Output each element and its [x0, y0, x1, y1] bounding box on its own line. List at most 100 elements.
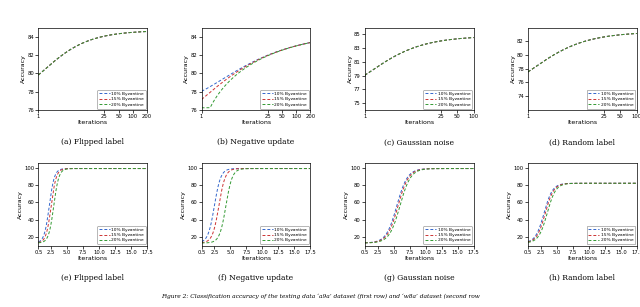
10% Byzantine	[250, 60, 257, 64]
10% Byzantine	[124, 167, 131, 170]
15% Byzantine	[198, 241, 205, 244]
Line: 20% Byzantine: 20% Byzantine	[202, 169, 310, 243]
Title: (a) Flipped label: (a) Flipped label	[61, 138, 124, 146]
20% Byzantine	[141, 167, 149, 170]
20% Byzantine	[524, 70, 532, 74]
15% Byzantine	[307, 167, 314, 170]
15% Byzantine	[86, 38, 94, 42]
20% Byzantine	[250, 61, 257, 65]
Line: 20% Byzantine: 20% Byzantine	[202, 43, 310, 108]
X-axis label: Iterations: Iterations	[404, 120, 435, 126]
15% Byzantine	[420, 167, 428, 171]
15% Byzantine	[613, 33, 621, 37]
15% Byzantine	[87, 167, 95, 170]
20% Byzantine	[576, 181, 584, 185]
20% Byzantine	[467, 167, 475, 170]
15% Byzantine	[141, 30, 148, 33]
20% Byzantine	[450, 37, 458, 41]
20% Byzantine	[250, 167, 257, 170]
20% Byzantine	[262, 167, 270, 170]
15% Byzantine	[124, 167, 131, 170]
15% Byzantine	[630, 181, 638, 185]
10% Byzantine	[250, 60, 258, 63]
Y-axis label: Accuracy: Accuracy	[21, 54, 26, 83]
15% Byzantine	[93, 36, 101, 40]
Line: 10% Byzantine: 10% Byzantine	[202, 169, 310, 242]
15% Byzantine	[307, 41, 314, 45]
10% Byzantine	[198, 240, 205, 243]
10% Byzantine	[287, 167, 294, 170]
10% Byzantine	[426, 41, 433, 45]
15% Byzantine	[143, 167, 151, 170]
10% Byzantine	[524, 70, 532, 74]
Line: 20% Byzantine: 20% Byzantine	[38, 169, 147, 243]
Line: 15% Byzantine: 15% Byzantine	[365, 169, 474, 243]
15% Byzantine	[124, 31, 131, 35]
10% Byzantine	[583, 39, 591, 43]
20% Byzantine	[287, 167, 294, 170]
15% Byzantine	[413, 45, 421, 49]
10% Byzantine	[413, 45, 421, 49]
10% Byzantine	[124, 31, 131, 35]
15% Byzantine	[141, 167, 148, 170]
20% Byzantine	[577, 41, 584, 45]
Y-axis label: Accuracy: Accuracy	[181, 190, 186, 219]
10% Byzantine	[86, 38, 94, 42]
Line: 10% Byzantine: 10% Byzantine	[365, 169, 474, 243]
Y-axis label: Accuracy: Accuracy	[511, 54, 516, 83]
20% Byzantine	[413, 45, 420, 49]
15% Byzantine	[589, 181, 596, 185]
20% Byzantine	[86, 38, 94, 42]
10% Byzantine	[450, 37, 458, 41]
15% Byzantine	[577, 181, 584, 185]
15% Byzantine	[141, 167, 149, 170]
10% Byzantine	[589, 37, 596, 41]
15% Byzantine	[304, 167, 312, 170]
15% Byzantine	[467, 36, 475, 40]
20% Byzantine	[630, 181, 638, 185]
10% Byzantine	[287, 45, 294, 49]
15% Byzantine	[583, 181, 591, 185]
20% Byzantine	[93, 167, 101, 170]
20% Byzantine	[198, 241, 205, 245]
10% Byzantine	[413, 45, 420, 49]
20% Byzantine	[257, 167, 264, 170]
15% Byzantine	[250, 60, 258, 64]
15% Byzantine	[413, 169, 421, 173]
10% Byzantine	[141, 30, 148, 33]
15% Byzantine	[583, 39, 591, 43]
20% Byzantine	[124, 31, 131, 35]
20% Byzantine	[576, 41, 584, 45]
15% Byzantine	[450, 167, 458, 170]
20% Byzantine	[420, 43, 428, 46]
10% Byzantine	[633, 32, 640, 35]
10% Byzantine	[93, 36, 101, 40]
20% Byzantine	[470, 167, 477, 170]
15% Byzantine	[633, 181, 640, 185]
20% Byzantine	[589, 181, 596, 185]
20% Byzantine	[467, 36, 475, 40]
15% Byzantine	[262, 167, 270, 170]
X-axis label: Iterations: Iterations	[241, 120, 271, 126]
15% Byzantine	[87, 38, 95, 42]
20% Byzantine	[577, 181, 584, 185]
15% Byzantine	[589, 37, 596, 41]
20% Byzantine	[143, 30, 151, 33]
20% Byzantine	[426, 167, 433, 171]
Line: 15% Byzantine: 15% Byzantine	[38, 32, 147, 75]
10% Byzantine	[467, 36, 475, 40]
10% Byzantine	[140, 167, 147, 170]
10% Byzantine	[307, 167, 314, 170]
10% Byzantine	[141, 167, 148, 170]
20% Byzantine	[35, 73, 42, 77]
15% Byzantine	[35, 73, 42, 77]
20% Byzantine	[124, 167, 131, 170]
15% Byzantine	[250, 167, 257, 170]
Line: 20% Byzantine: 20% Byzantine	[528, 33, 637, 72]
Line: 15% Byzantine: 15% Byzantine	[38, 169, 147, 243]
10% Byzantine	[87, 38, 95, 42]
Title: (c) Gaussian noise: (c) Gaussian noise	[384, 138, 454, 146]
Line: 15% Byzantine: 15% Byzantine	[528, 183, 637, 242]
X-axis label: Iterations: Iterations	[241, 256, 271, 261]
10% Byzantine	[143, 167, 151, 170]
